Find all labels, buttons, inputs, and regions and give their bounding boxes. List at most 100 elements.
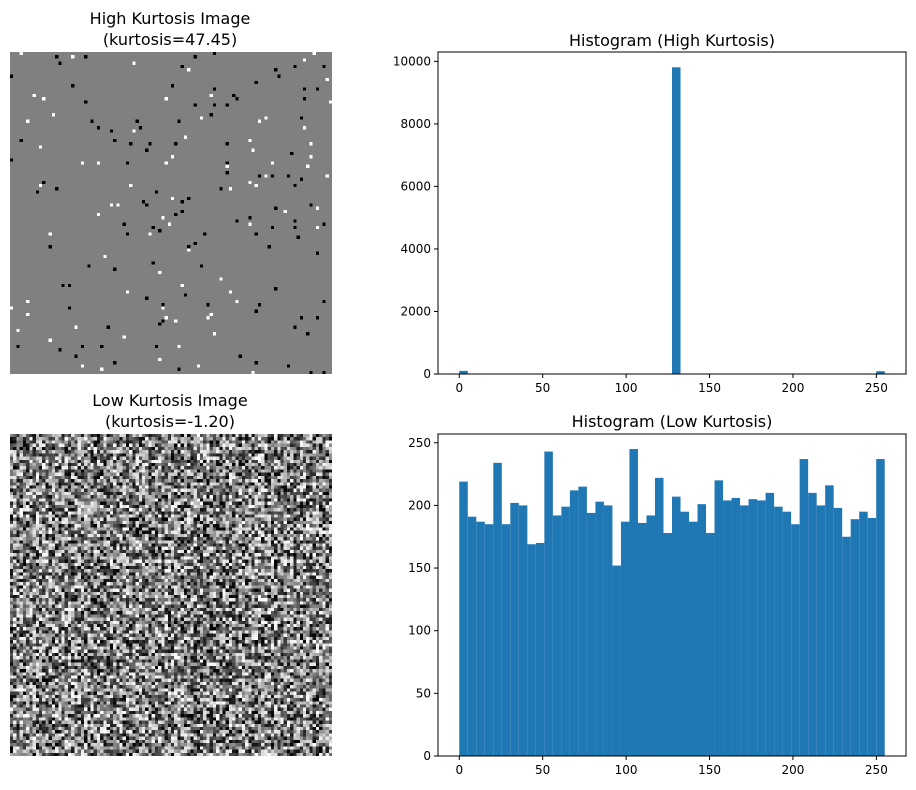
low-kurtosis-image [10, 434, 332, 756]
histogram-bar [484, 524, 494, 756]
low-image-title-line2: (kurtosis=-1.20) [105, 412, 235, 431]
histogram-bar [586, 512, 596, 756]
x-tick-label: 250 [865, 381, 888, 395]
histogram-bar [493, 462, 502, 756]
image-pixels [10, 434, 332, 756]
histogram-bar [765, 492, 775, 756]
histogram-low-kurtosis: Histogram (Low Kurtosis) 0 50 100 150 200 250… [408, 412, 907, 777]
histogram-bar [637, 522, 647, 756]
histogram-high-bars [459, 67, 885, 374]
histogram-bar [603, 505, 613, 756]
y-tick-label: 4000 [400, 242, 431, 256]
histogram-low-bars [459, 449, 885, 756]
image-pixels [10, 52, 332, 374]
histogram-bar [561, 506, 570, 756]
histogram-bar [680, 511, 690, 756]
histogram-bar [527, 544, 536, 756]
histogram-bar [731, 497, 741, 756]
histogram-bar [816, 505, 826, 756]
histogram-bar [774, 506, 783, 756]
x-tick-label: 200 [782, 381, 805, 395]
histogram-bar [595, 501, 604, 756]
histogram-high-x-axis: 0 50 100 150 200 250 [455, 374, 888, 395]
histogram-bar [518, 505, 528, 756]
y-tick-label: 250 [408, 436, 431, 450]
histogram-bar [620, 521, 630, 756]
histogram-bar [535, 543, 545, 756]
low-kurtosis-image-panel: Low Kurtosis Image (kurtosis=-1.20) [10, 391, 332, 756]
high-kurtosis-image [10, 52, 332, 374]
low-image-title-line1: Low Kurtosis Image [92, 391, 247, 410]
histogram-bar [629, 449, 638, 756]
histogram-bar [552, 515, 562, 756]
histogram-bar [612, 565, 621, 756]
histogram-bar [501, 524, 511, 756]
histogram-bar [808, 492, 817, 756]
histogram-bar [782, 511, 792, 756]
x-tick-label: 250 [865, 763, 888, 777]
x-tick-label: 150 [698, 381, 721, 395]
histogram-bar [459, 481, 468, 756]
histogram-bar [459, 370, 468, 374]
histogram-bar [757, 500, 766, 756]
histogram-bar [876, 459, 885, 756]
histogram-low-title: Histogram (Low Kurtosis) [572, 412, 773, 431]
histogram-bar [663, 532, 672, 756]
histogram-low-x-axis: 0 50 100 150 200 250 [455, 756, 888, 777]
histogram-low-frame [437, 433, 907, 757]
histogram-bar [706, 532, 715, 756]
histogram-bar [578, 486, 587, 756]
histogram-bar [689, 521, 698, 756]
histogram-bar [825, 485, 834, 756]
histogram-bar [833, 507, 843, 756]
x-tick-label: 100 [615, 763, 638, 777]
histogram-bar [646, 515, 655, 756]
x-tick-label: 0 [455, 381, 463, 395]
x-tick-label: 100 [615, 381, 638, 395]
x-tick-label: 150 [698, 763, 721, 777]
high-kurtosis-image-panel: High Kurtosis Image (kurtosis=47.45) [10, 9, 332, 374]
histogram-bar [876, 371, 885, 374]
x-tick-label: 50 [535, 381, 550, 395]
high-image-title-line1: High Kurtosis Image [90, 9, 251, 28]
high-image-title-line2: (kurtosis=47.45) [103, 30, 237, 49]
histogram-bar [723, 500, 732, 756]
y-tick-label: 200 [408, 498, 431, 512]
y-tick-label: 2000 [400, 304, 431, 318]
y-tick-label: 0 [423, 749, 431, 763]
histogram-high-y-axis: 0 2000 4000 6000 8000 10000 [393, 54, 438, 381]
histogram-bar [842, 536, 851, 756]
y-tick-label: 150 [408, 561, 431, 575]
x-tick-label: 200 [782, 763, 805, 777]
y-tick-label: 6000 [400, 179, 431, 193]
histogram-bar [850, 519, 860, 756]
histogram-bar [859, 511, 868, 756]
histogram-bar [476, 521, 485, 756]
y-tick-label: 8000 [400, 117, 431, 131]
y-tick-label: 10000 [393, 54, 431, 68]
histogram-high-title: Histogram (High Kurtosis) [569, 31, 775, 50]
histogram-bar [799, 459, 809, 756]
y-tick-label: 0 [423, 367, 431, 381]
histogram-bar [672, 496, 681, 756]
histogram-bar [467, 516, 477, 756]
histogram-high-kurtosis: Histogram (High Kurtosis) 0 50 100 150 200 25… [393, 31, 907, 395]
histogram-high-frame [437, 51, 907, 375]
y-tick-label: 50 [416, 686, 431, 700]
histogram-bar [791, 524, 800, 756]
x-tick-label: 50 [535, 763, 550, 777]
histogram-bar [714, 480, 724, 756]
histogram-bar [544, 451, 553, 756]
histogram-bar [672, 67, 681, 374]
x-tick-label: 0 [455, 763, 463, 777]
histogram-bar [748, 499, 758, 756]
histogram-bar [867, 517, 877, 756]
histogram-bar [510, 502, 519, 756]
histogram-bar [697, 504, 707, 756]
histogram-bar [654, 477, 664, 756]
histogram-low-y-axis: 0 50 100 150 200 250 [408, 436, 438, 763]
histogram-bar [569, 490, 579, 756]
y-tick-label: 100 [408, 624, 431, 638]
histogram-bar [740, 505, 749, 756]
